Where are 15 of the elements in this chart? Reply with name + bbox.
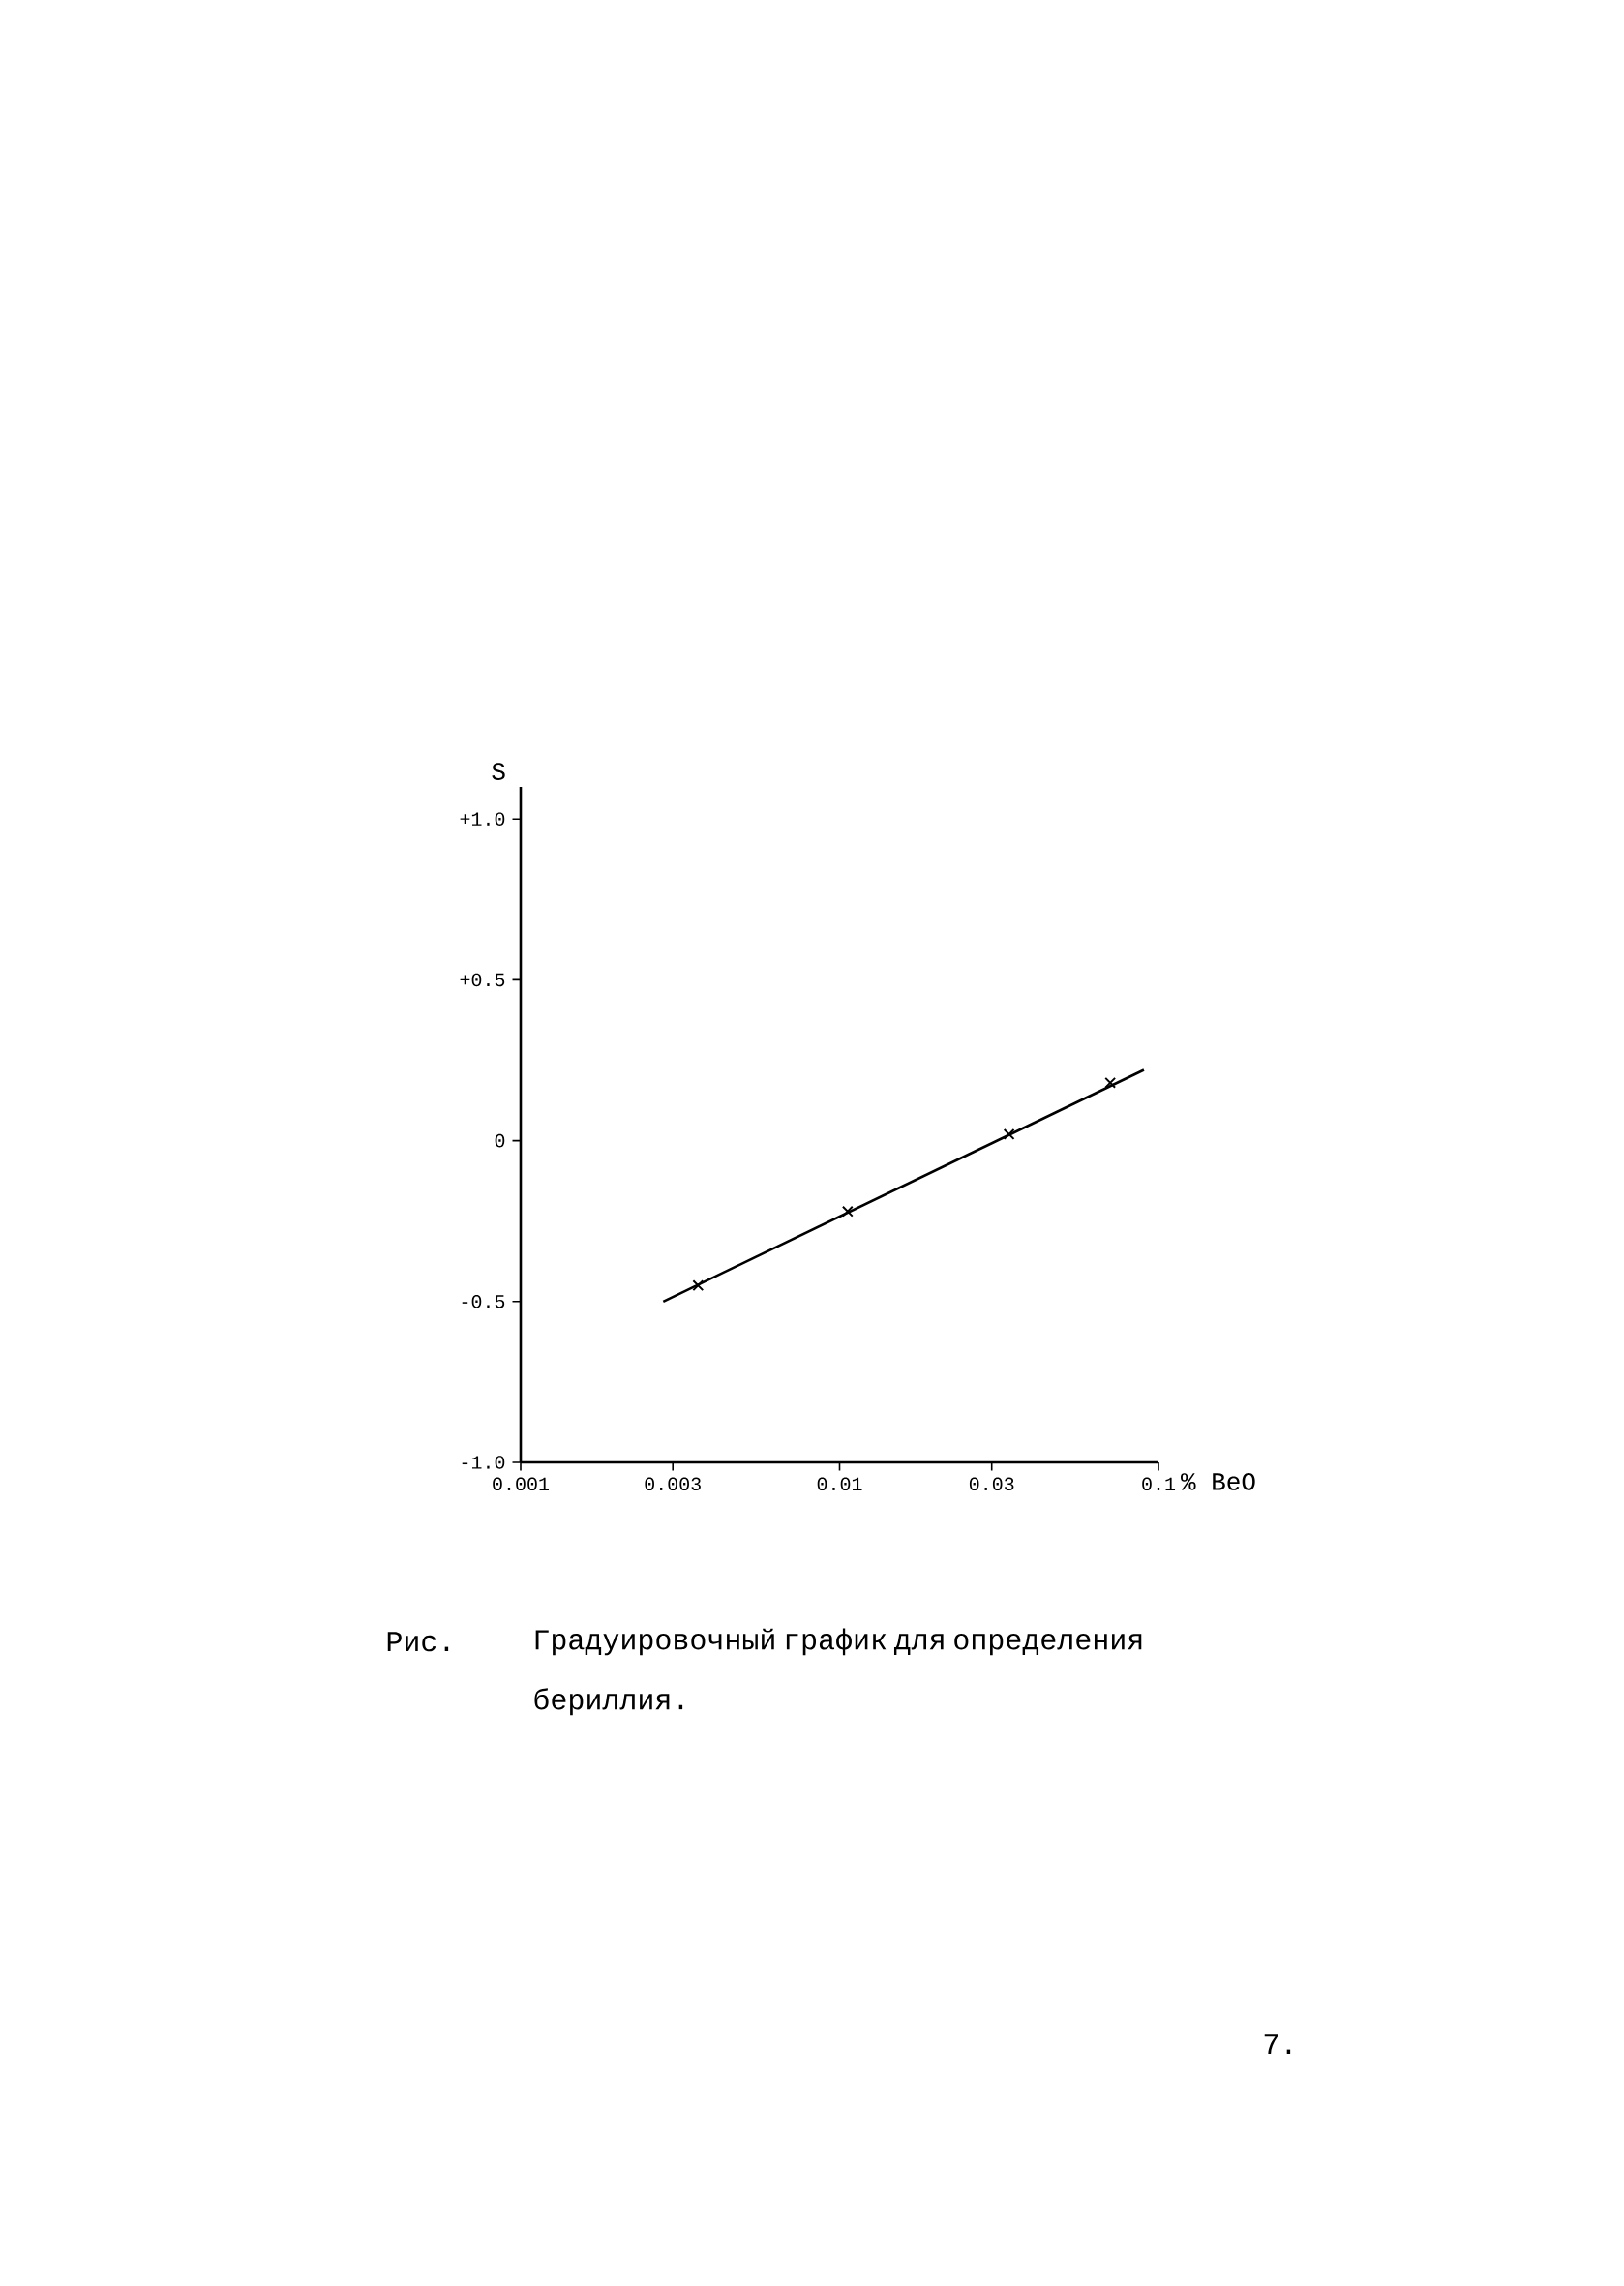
x-tick-label: 0.001 xyxy=(493,1477,550,1491)
x-tick-label: 0.03 xyxy=(969,1477,1014,1491)
y-tick-label: -1.0 xyxy=(462,1456,505,1469)
text: 7. xyxy=(1264,2034,1291,2054)
y-tick-label: +0.5 xyxy=(460,973,505,987)
text: Градуировочный график для определения бериллия. xyxy=(534,1628,1142,1716)
x-axis-title: % BeO xyxy=(1180,1473,1255,1490)
y-tick-label: +1.0 xyxy=(460,812,505,826)
x-tick-label: 0.1 xyxy=(1142,1477,1176,1491)
text: Рис. xyxy=(387,1632,449,1652)
y-axis-title: S xyxy=(492,763,505,780)
x-tick-label: 0.003 xyxy=(645,1477,701,1491)
y-tick-label: 0 xyxy=(495,1133,505,1148)
x-tick-label: 0.01 xyxy=(817,1477,862,1491)
y-tick-label: -0.5 xyxy=(462,1295,505,1308)
